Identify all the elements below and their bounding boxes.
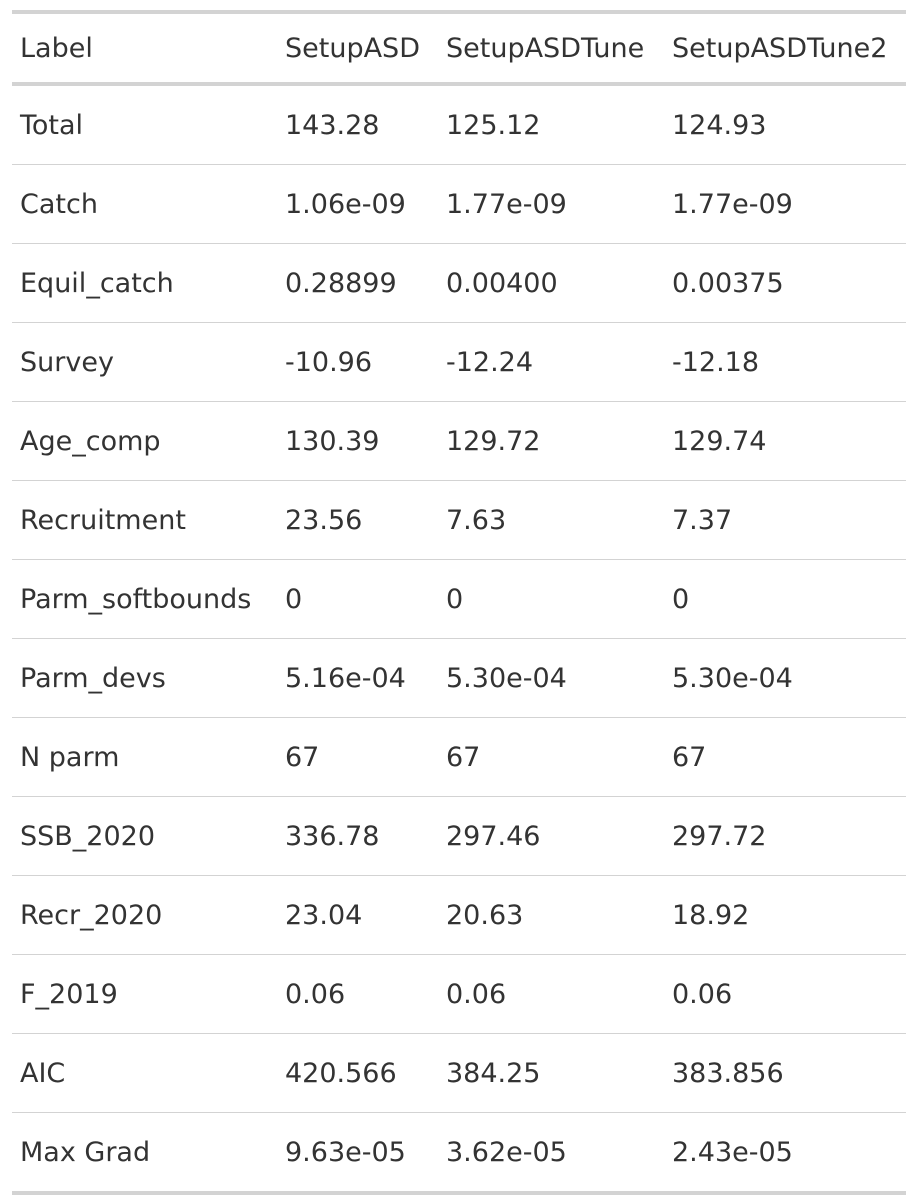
cell-setupasd: 0.28899 [277,243,438,323]
cell-setupasdtune2: 0 [664,559,906,639]
table-row: Total 143.28 125.12 124.93 [12,84,906,165]
cell-setupasdtune: 1.77e-09 [438,164,664,244]
row-label: Max Grad [12,1112,277,1193]
cell-setupasdtune: -12.24 [438,322,664,402]
cell-setupasdtune2: 67 [664,717,906,797]
row-label: Age_comp [12,401,277,481]
cell-setupasd: 143.28 [285,109,380,141]
cell-setupasd: 130.39 [277,401,438,481]
table-row: Recr_2020 23.04 20.63 18.92 [12,875,906,955]
cell-setupasdtune2: 383.856 [664,1033,906,1113]
cell-setupasdtune2: 5.30e-04 [664,638,906,718]
row-label: Equil_catch [12,243,277,323]
table-row: Max Grad 9.63e-05 3.62e-05 2.43e-05 [12,1112,906,1193]
cell-setupasd: -10.96 [277,322,438,402]
cell-setupasdtune: 0 [438,559,664,639]
cell-setupasdtune: 297.46 [438,796,664,876]
cell-setupasdtune2: 297.72 [664,796,906,876]
cell-setupasdtune2: 2.43e-05 [664,1112,906,1193]
table-row: N parm 67 67 67 [12,717,906,797]
results-table-container: Label SetupASD SetupASDTune SetupASDTune… [12,10,906,1195]
table-row: AIC 420.566 384.25 383.856 [12,1033,906,1113]
column-header-setupasdtune2: SetupASDTune2 [664,12,906,86]
cell-setupasd: 67 [277,717,438,797]
cell-setupasdtune: 0.00400 [438,243,664,323]
cell-setupasdtune: 7.63 [438,480,664,560]
cell-setupasd: 23.56 [277,480,438,560]
cell-setupasdtune2: 0.00375 [664,243,906,323]
cell-setupasdtune2: -12.18 [664,322,906,402]
cell-setupasd: 0 [277,559,438,639]
table-row: SSB_2020 336.78 297.46 297.72 [12,796,906,876]
table-row: Age_comp 130.39 129.72 129.74 [12,401,906,481]
cell-setupasdtune: 67 [438,717,664,797]
row-label: AIC [12,1033,277,1113]
cell-setupasdtune2: 1.77e-09 [664,164,906,244]
cell-setupasdtune: 125.12 [446,109,541,141]
row-label: Survey [12,322,277,402]
cell-setupasdtune2: 129.74 [664,401,906,481]
cell-setupasdtune: 3.62e-05 [438,1112,664,1193]
cell-setupasdtune2: 124.93 [672,109,767,141]
cell-setupasd: 420.566 [277,1033,438,1113]
column-header-setupasd: SetupASD [277,12,438,86]
table-row: Parm_devs 5.16e-04 5.30e-04 5.30e-04 [12,638,906,718]
cell-setupasdtune: 20.63 [438,875,664,955]
table-row: Equil_catch 0.28899 0.00400 0.00375 [12,243,906,323]
table-row: Parm_softbounds 0 0 0 [12,559,906,639]
cell-setupasd: 23.04 [277,875,438,955]
cell-setupasdtune: 129.72 [438,401,664,481]
column-header-label: Label [12,12,277,86]
results-table: Label SetupASD SetupASDTune SetupASDTune… [12,10,906,1195]
cell-setupasdtune2: 18.92 [664,875,906,955]
column-header-setupasdtune: SetupASDTune [438,12,664,86]
row-label: SSB_2020 [12,796,277,876]
row-label: Parm_softbounds [12,559,277,639]
cell-setupasd: 5.16e-04 [277,638,438,718]
cell-setupasdtune: 0.06 [438,954,664,1034]
cell-setupasdtune2: 7.37 [664,480,906,560]
row-label: Parm_devs [12,638,277,718]
table-row: F_2019 0.06 0.06 0.06 [12,954,906,1034]
cell-setupasd: 1.06e-09 [277,164,438,244]
table-row: Recruitment 23.56 7.63 7.37 [12,480,906,560]
row-label: Recr_2020 [12,875,277,955]
row-label: Total [20,109,84,141]
row-label: F_2019 [12,954,277,1034]
row-label: Catch [12,164,277,244]
table-row: Catch 1.06e-09 1.77e-09 1.77e-09 [12,164,906,244]
cell-setupasdtune: 5.30e-04 [438,638,664,718]
header-row: Label SetupASD SetupASDTune SetupASDTune… [12,12,906,86]
cell-setupasd: 0.06 [277,954,438,1034]
row-label: Recruitment [12,480,277,560]
cell-setupasdtune: 384.25 [438,1033,664,1113]
table-row: Survey -10.96 -12.24 -12.18 [12,322,906,402]
row-label: N parm [12,717,277,797]
cell-setupasd: 9.63e-05 [277,1112,438,1193]
cell-setupasdtune2: 0.06 [664,954,906,1034]
table-body: Total 143.28 125.12 124.93 Catch 1.06e-0… [12,84,906,1193]
cell-setupasd: 336.78 [277,796,438,876]
